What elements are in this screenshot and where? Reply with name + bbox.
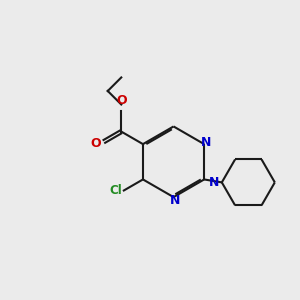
Text: O: O: [117, 94, 128, 107]
Text: O: O: [91, 137, 101, 150]
Text: N: N: [209, 176, 220, 189]
Text: N: N: [170, 194, 180, 207]
Text: Cl: Cl: [110, 184, 122, 197]
Text: N: N: [201, 136, 212, 149]
